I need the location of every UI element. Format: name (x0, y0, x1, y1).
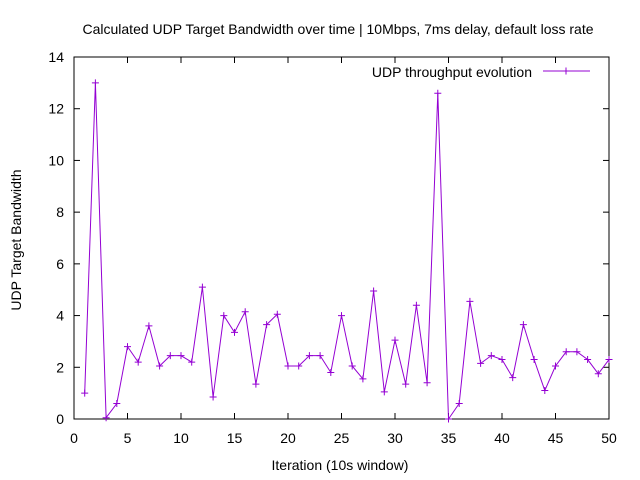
legend-label: UDP throughput evolution (372, 64, 532, 80)
data-point-marker (166, 352, 174, 360)
y-tick-label: 0 (56, 411, 64, 427)
data-point-marker (541, 387, 549, 395)
data-point-marker (370, 287, 378, 295)
x-tick-label: 0 (70, 430, 78, 446)
x-tick-label: 15 (227, 430, 243, 446)
x-tick-label: 5 (124, 430, 132, 446)
data-point-marker (380, 388, 388, 396)
data-point-marker (241, 308, 249, 316)
x-tick-label: 20 (280, 430, 296, 446)
chart-title: Calculated UDP Target Bandwidth over tim… (82, 21, 593, 37)
data-point-marker (359, 375, 367, 383)
data-point-marker (423, 379, 431, 387)
series-line (84, 82, 610, 421)
data-point-marker (102, 414, 110, 422)
data-point-marker (509, 374, 517, 382)
data-point-marker (402, 380, 410, 388)
data-point-marker (455, 399, 463, 407)
data-point-marker (198, 283, 206, 291)
data-point-marker (605, 356, 613, 364)
data-point-marker (273, 310, 281, 318)
data-point-marker (584, 356, 592, 364)
data-point-marker (124, 343, 131, 351)
data-point-marker (134, 358, 142, 366)
data-point-marker (220, 312, 228, 320)
legend-marker (562, 67, 570, 75)
data-point-marker (177, 352, 185, 360)
data-point-marker (434, 89, 442, 97)
x-tick-label: 40 (494, 430, 510, 446)
axis-ticks (73, 56, 610, 420)
data-point-marker (477, 359, 485, 367)
data-point-marker (156, 362, 164, 370)
data-point-marker (519, 321, 527, 329)
data-point-marker (295, 362, 303, 370)
data-point-marker (498, 356, 506, 364)
x-tick-label: 50 (601, 430, 617, 446)
data-point-marker (552, 362, 559, 370)
x-tick-label: 45 (548, 430, 564, 446)
y-tick-label: 10 (48, 152, 64, 168)
data-point-marker (594, 370, 602, 378)
y-tick-label: 6 (56, 256, 64, 272)
plot-frame (73, 56, 610, 420)
data-point-marker (412, 301, 420, 309)
series-layer (81, 79, 613, 423)
data-point-marker (252, 380, 260, 388)
data-point-marker (188, 358, 196, 366)
y-tick-labels: 0 2 4 6 8 10 12 14 (48, 49, 64, 427)
legend: UDP throughput evolution (372, 64, 590, 80)
x-axis-label: Iteration (10s window) (272, 457, 409, 473)
y-axis-label: UDP Target Bandwidth (8, 169, 24, 310)
data-point-marker (81, 389, 89, 397)
data-point-marker (338, 312, 345, 320)
data-point-marker (305, 352, 313, 360)
data-point-marker (530, 356, 538, 364)
y-tick-label: 2 (56, 359, 64, 375)
data-point-marker (284, 362, 292, 370)
x-tick-labels: 0 5 10 15 20 25 30 35 40 45 50 (70, 430, 617, 446)
data-point-marker (145, 322, 153, 330)
data-point-marker (316, 352, 324, 360)
x-tick-label: 25 (334, 430, 350, 446)
data-point-marker (466, 297, 474, 305)
data-point-marker (113, 399, 121, 407)
data-point-marker (487, 352, 495, 360)
x-tick-label: 30 (387, 430, 403, 446)
data-point-marker (327, 368, 335, 376)
data-point-marker (209, 393, 217, 401)
y-tick-label: 12 (48, 101, 64, 117)
data-point-marker (573, 348, 581, 356)
data-point-marker (231, 328, 238, 336)
y-tick-label: 8 (56, 204, 64, 220)
data-point-marker (348, 362, 356, 370)
x-tick-label: 10 (173, 430, 189, 446)
data-point-marker (263, 321, 271, 329)
x-tick-label: 35 (441, 430, 457, 446)
data-point-marker (445, 415, 452, 423)
y-tick-label: 14 (48, 49, 64, 65)
data-point-marker (391, 336, 399, 344)
data-point-marker (91, 79, 99, 87)
data-point-marker (562, 348, 570, 356)
y-tick-label: 4 (56, 308, 64, 324)
